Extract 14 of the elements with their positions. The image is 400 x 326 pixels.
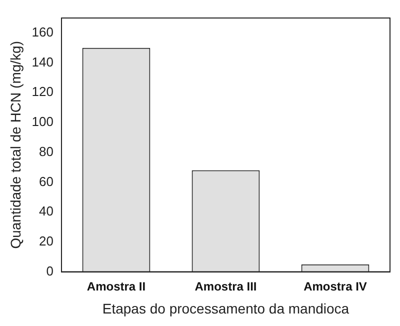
x-axis-title: Etapas do processamento da mandioca	[102, 300, 350, 316]
y-tick-label: 80	[39, 144, 54, 159]
y-tick-label: 140	[32, 54, 54, 70]
y-tick-label: 60	[39, 174, 54, 189]
y-tick-label: 40	[39, 204, 54, 219]
y-tick-label: 160	[32, 24, 54, 40]
y-tick-label: 20	[39, 234, 54, 249]
y-axis-title: Quantidade total de HCN (mg/kg)	[7, 41, 24, 249]
y-tick-label: 120	[32, 84, 54, 100]
y-tick-label: 100	[32, 114, 54, 130]
x-tick-label: Amostra IV	[304, 279, 367, 294]
x-tick-label: Amostra II	[86, 279, 146, 294]
x-tick-label: Amostra III	[194, 279, 257, 294]
y-tick-label: 0	[46, 263, 54, 278]
